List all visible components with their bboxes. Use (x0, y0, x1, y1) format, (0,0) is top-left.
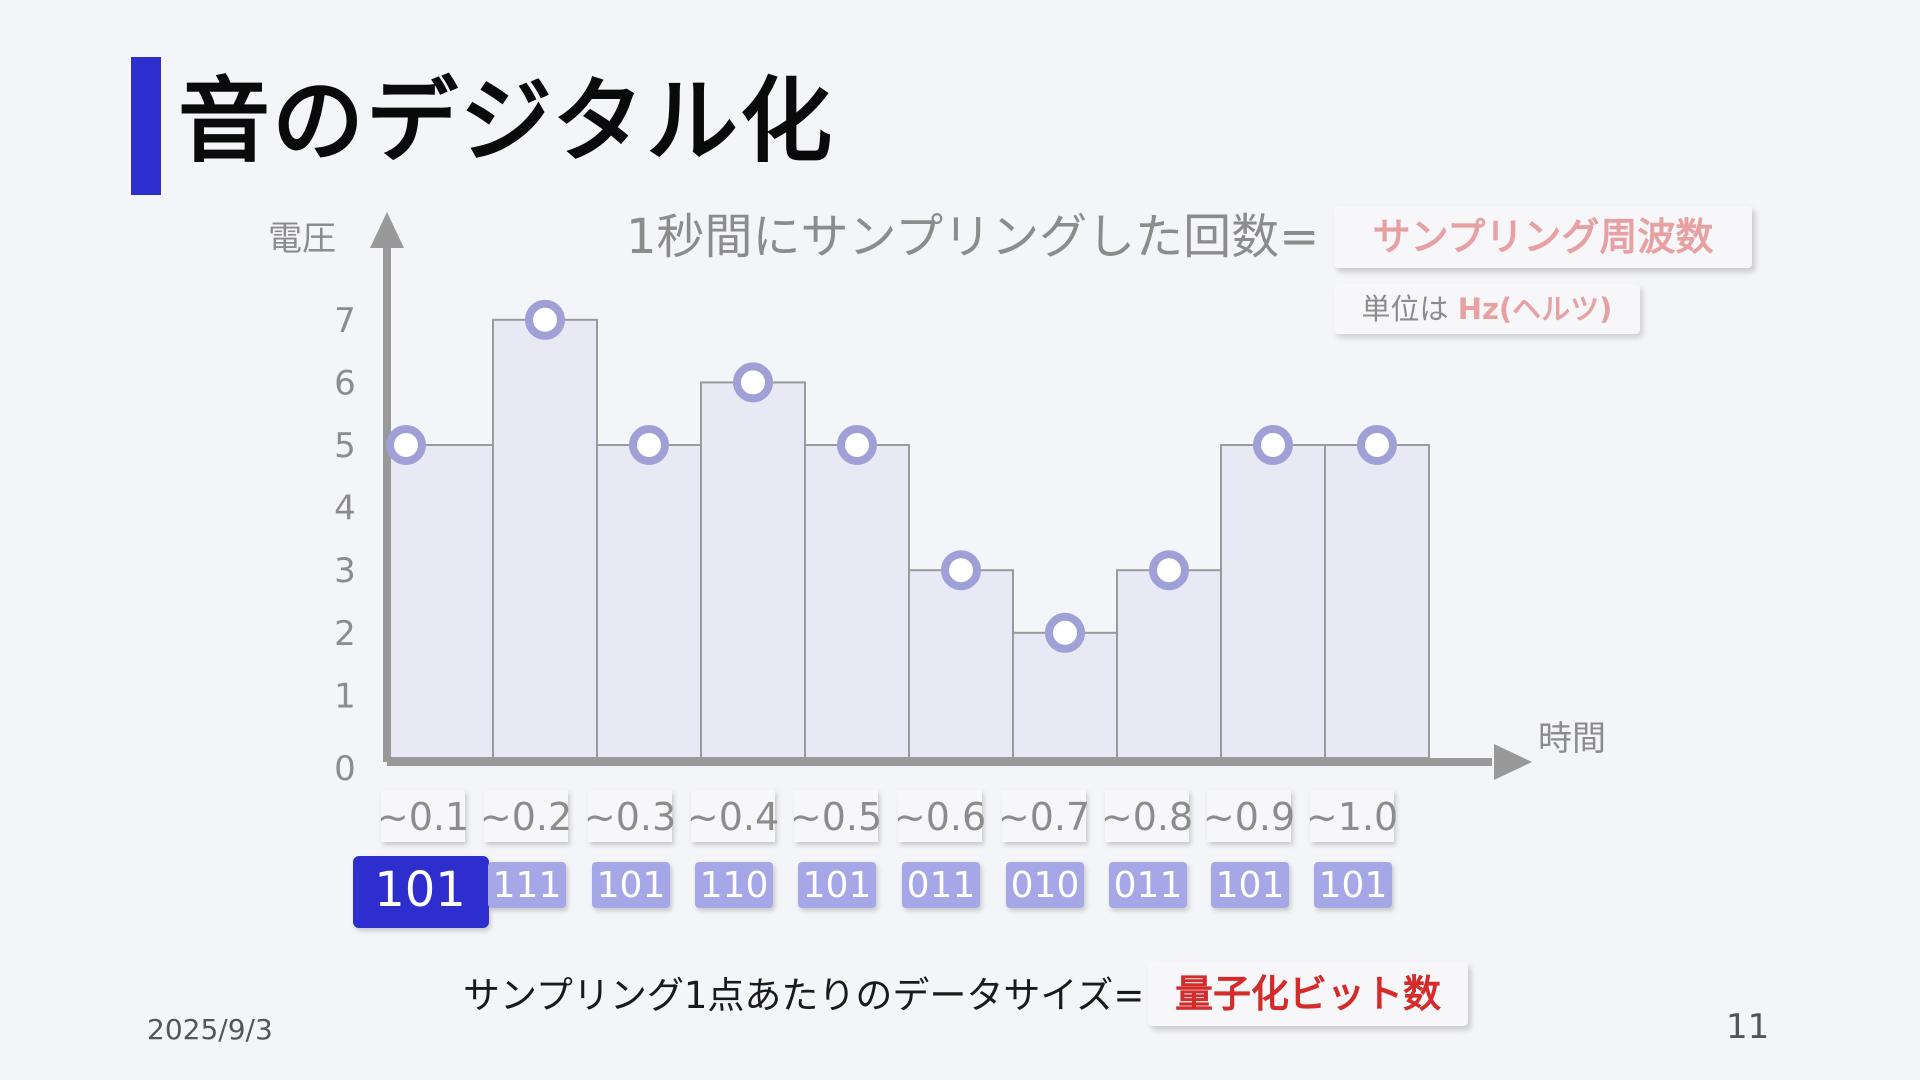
sample-point (1253, 425, 1293, 465)
x-axis-arrow (1494, 744, 1532, 780)
sample-point (941, 550, 981, 591)
x-category-label: ~1.0 (1306, 795, 1398, 839)
binary-code-box (1109, 862, 1187, 908)
bar (492, 318, 598, 759)
x-category-label: ~0.2 (480, 795, 572, 839)
sample-point (386, 425, 426, 465)
bar (1220, 444, 1326, 759)
binary-code-label: 110 (700, 865, 769, 906)
x-category-label: ~0.7 (998, 795, 1090, 839)
unit-badge: 単位は Hz(ヘルツ) (1334, 284, 1640, 334)
unit-prefix: 単位は (1361, 292, 1458, 326)
x-category-box (794, 790, 878, 842)
binary-code-box (695, 862, 773, 908)
binary-code-label: 101 (374, 862, 466, 918)
bar (596, 444, 702, 759)
y-tick-label: 5 (334, 426, 356, 466)
slide-date: 2025/9/3 (147, 1013, 273, 1046)
sample-point (1149, 550, 1189, 591)
sampling-description: 1秒間にサンプリングした回数= (626, 209, 1320, 265)
bar (1116, 569, 1222, 760)
title-accent-bar (131, 57, 161, 195)
binary-code-label: 010 (1011, 865, 1080, 906)
binary-code-label: 101 (597, 865, 666, 906)
binary-code-box (798, 862, 876, 908)
binary-code-highlight (353, 856, 489, 928)
page-number: 11 (1726, 1007, 1770, 1047)
binary-code-label: 011 (1114, 865, 1183, 906)
bar (908, 569, 1014, 760)
x-category-label: ~0.8 (1101, 795, 1193, 839)
datasize-description: サンプリング1点あたりのデータサイズ= (463, 974, 1145, 1017)
bar (1012, 631, 1118, 759)
x-category-label: ~0.6 (894, 795, 986, 839)
bar (804, 444, 910, 759)
x-category-box (588, 790, 672, 842)
unit-term: Hz(ヘルツ) (1457, 292, 1613, 326)
quantization-bits-badge: 量子化ビット数 (1148, 962, 1468, 1026)
x-category-box (691, 790, 775, 842)
y-tick-label: 1 (334, 676, 356, 716)
page-title: 音のデジタル化 (178, 68, 835, 175)
binary-code-label: 101 (1216, 865, 1285, 906)
x-category-label: ~0.1 (377, 795, 469, 839)
x-category-box (1105, 790, 1189, 842)
binary-code-label: 011 (907, 865, 976, 906)
bar (388, 444, 494, 759)
x-category-label: ~0.5 (790, 795, 882, 839)
y-axis-arrow (370, 212, 404, 248)
x-category-label: ~0.9 (1203, 795, 1295, 839)
binary-code-label: 101 (803, 865, 872, 906)
x-category-box (1310, 790, 1394, 842)
sample-point (1045, 612, 1085, 653)
y-axis-label: 電圧 (268, 219, 336, 259)
y-tick-label: 4 (334, 489, 356, 529)
sample-point (525, 299, 565, 340)
sample-point (837, 425, 877, 465)
binary-code-box (1211, 862, 1289, 908)
sample-point (733, 362, 773, 403)
binary-code-box (1006, 862, 1084, 908)
x-category-label: ~0.4 (687, 795, 779, 839)
binary-code-box (1314, 862, 1392, 908)
bar (1324, 444, 1430, 759)
y-tick-label: 2 (334, 614, 356, 654)
binary-code-box (902, 862, 980, 908)
sample-point (1357, 425, 1397, 465)
x-category-box (1207, 790, 1291, 842)
y-tick-label: 3 (334, 551, 356, 591)
x-category-box (484, 790, 568, 842)
sample-point (629, 425, 669, 465)
sampling-frequency-badge: サンプリング周波数 (1334, 206, 1752, 268)
x-category-label: ~0.3 (584, 795, 676, 839)
x-category-box (898, 790, 982, 842)
x-category-box (1002, 790, 1086, 842)
bar (700, 381, 806, 759)
x-axis-label: 時間 (1538, 719, 1606, 759)
y-tick-label: 0 (334, 749, 356, 789)
binary-code-label: 101 (1319, 865, 1388, 906)
y-tick-label: 7 (334, 301, 356, 341)
binary-code-label: 111 (493, 865, 562, 906)
binary-code-box (488, 862, 566, 908)
y-tick-label: 6 (334, 363, 356, 403)
binary-code-box (592, 862, 670, 908)
x-category-box (381, 790, 465, 842)
